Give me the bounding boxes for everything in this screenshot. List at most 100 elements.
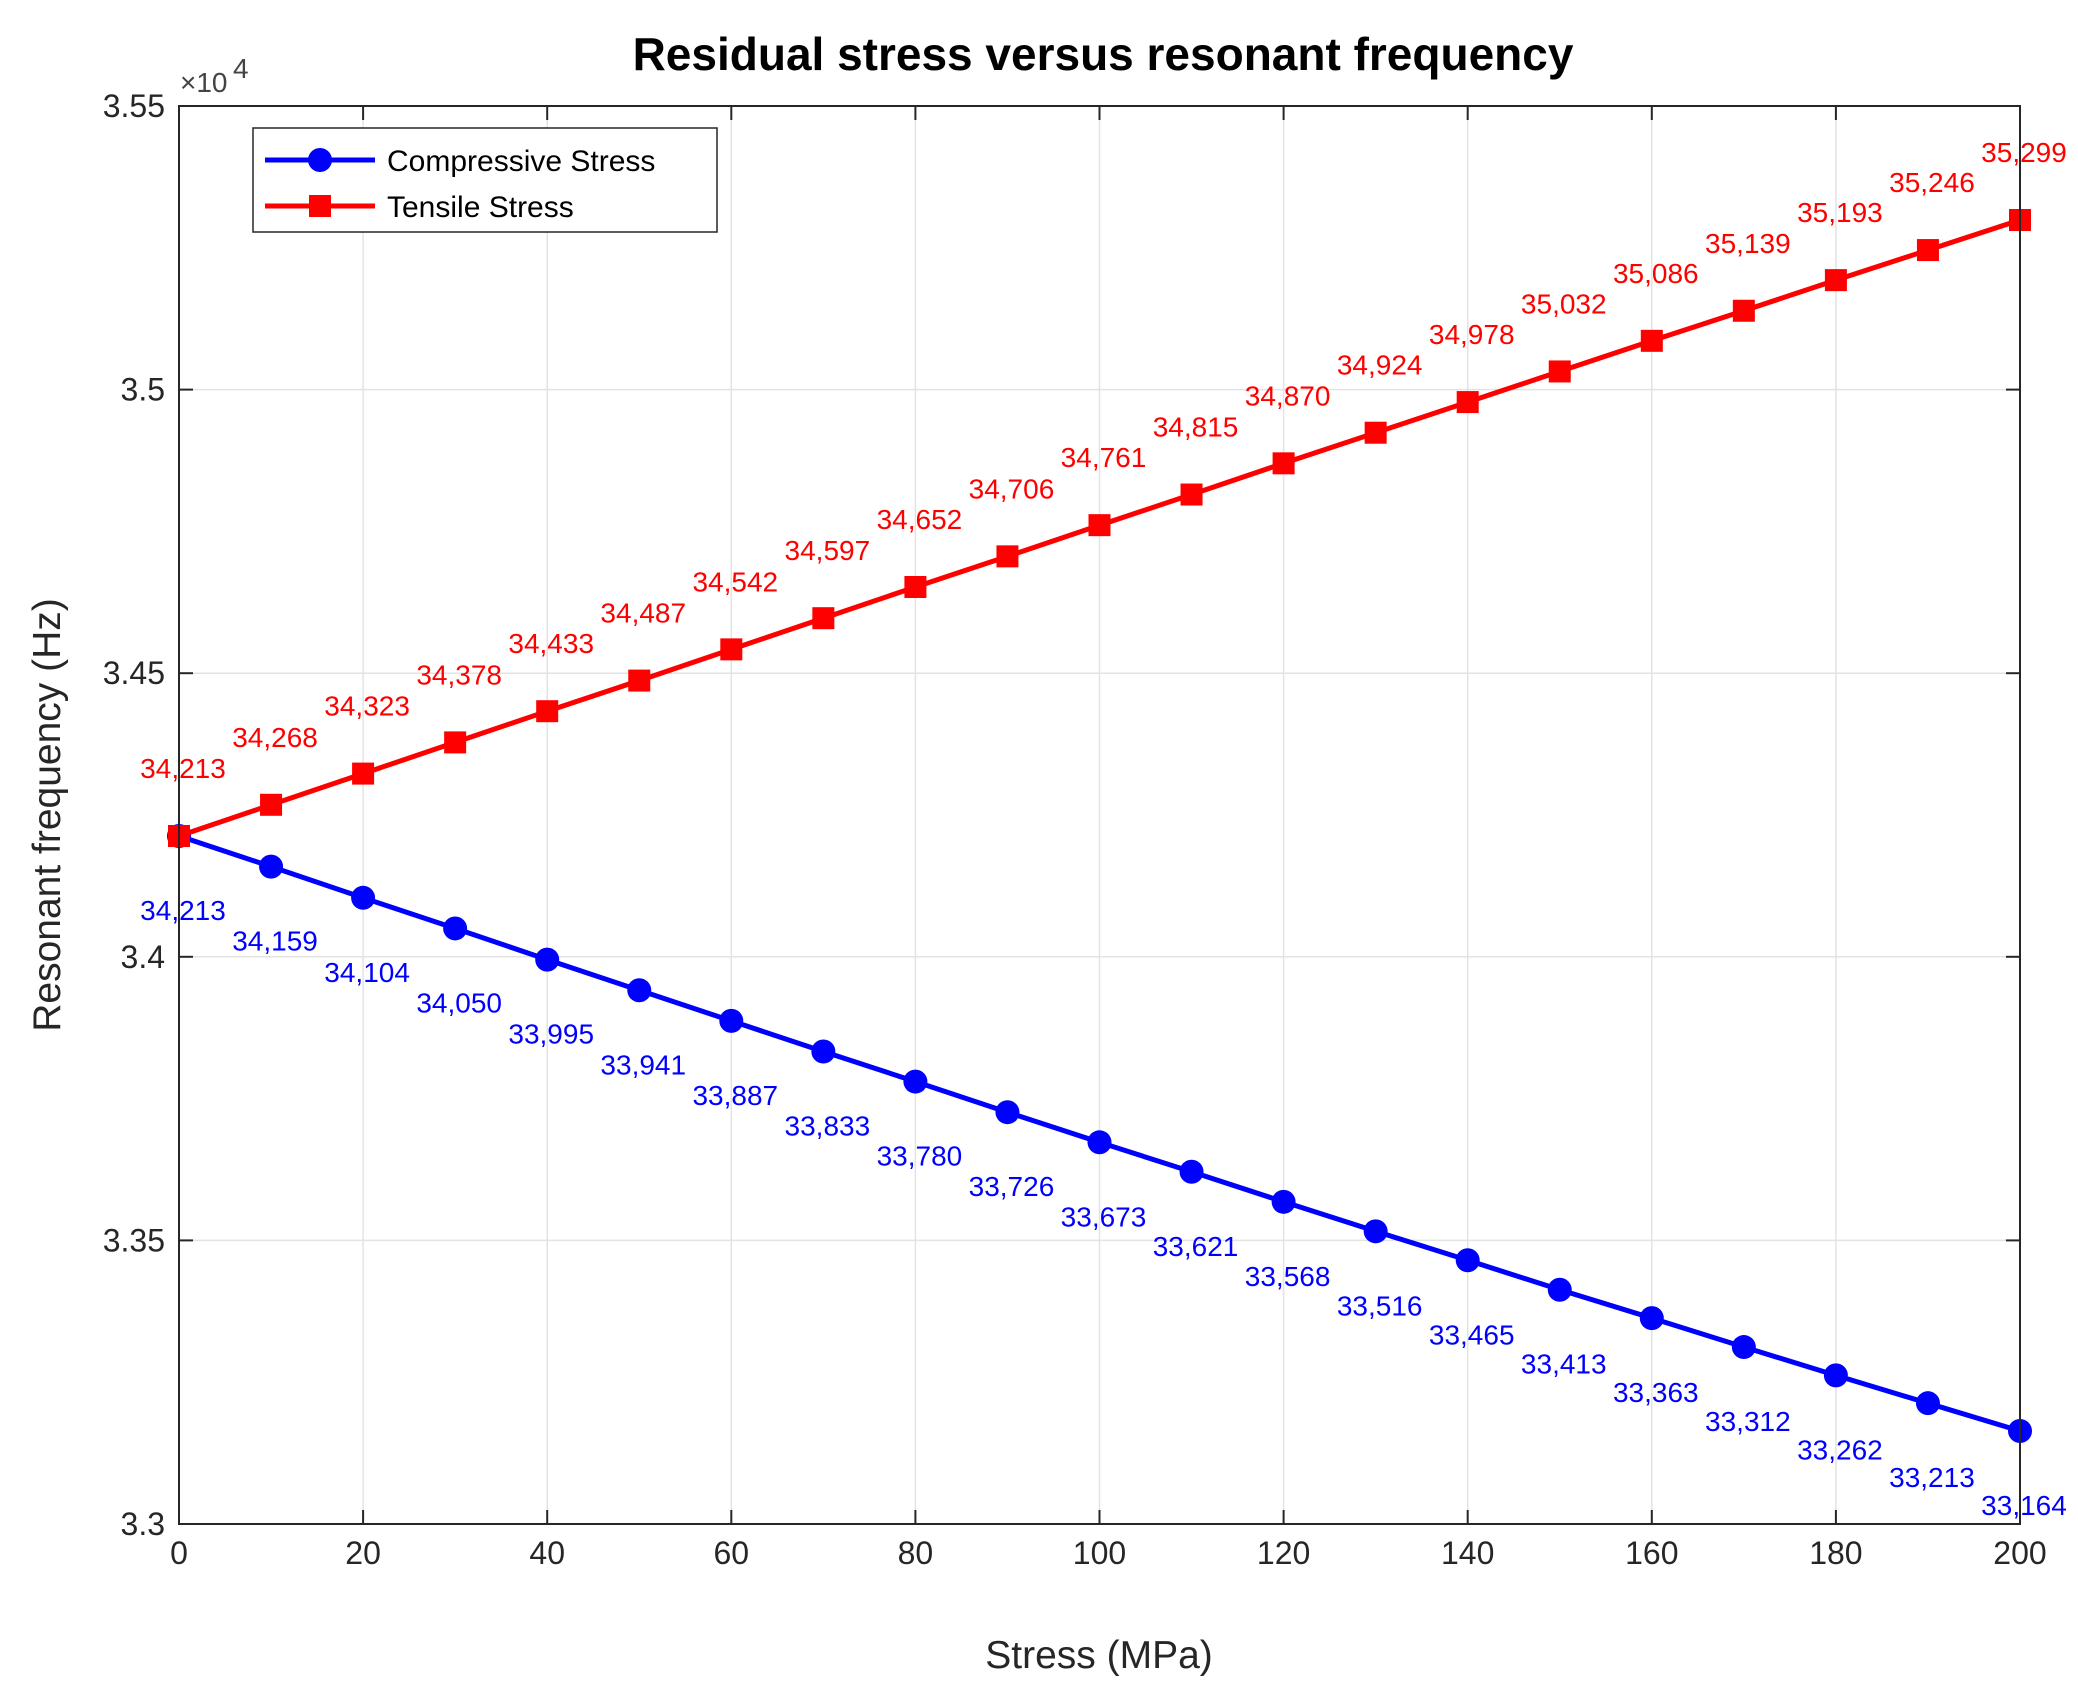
x-tick-label: 100	[1073, 1535, 1126, 1571]
data-label: 33,780	[877, 1141, 963, 1172]
data-point	[996, 545, 1019, 568]
data-point	[1548, 360, 1571, 383]
y-tick-label: 3.35	[103, 1222, 165, 1258]
data-label: 34,104	[324, 957, 410, 988]
data-label: 35,193	[1797, 197, 1883, 228]
y-tick-label: 3.4	[121, 939, 165, 975]
legend-label-tensile: Tensile Stress	[387, 191, 574, 224]
data-label: 33,262	[1797, 1434, 1883, 1465]
data-point	[1547, 1277, 1572, 1302]
data-point	[1639, 1306, 1664, 1331]
data-label: 34,487	[600, 598, 686, 629]
data-point	[1455, 1248, 1480, 1273]
x-tick-label: 60	[714, 1535, 750, 1571]
data-label: 35,299	[1981, 137, 2067, 168]
data-point	[1271, 1189, 1296, 1214]
data-label: 35,032	[1521, 288, 1607, 319]
y-tick-label: 3.55	[103, 88, 165, 124]
data-point	[535, 947, 560, 972]
data-point	[443, 916, 468, 941]
ticks: 0 20 40 60 80 100 120 140 160 180 200 3.3 3.35 3.4 3.4…	[103, 88, 2047, 1571]
data-label: 33,568	[1245, 1261, 1331, 1292]
data-label: 34,815	[1153, 412, 1239, 443]
data-point	[444, 731, 467, 754]
legend-label-compressive: Compressive Stress	[387, 145, 655, 178]
data-point	[627, 978, 652, 1003]
data-label: 34,597	[785, 535, 871, 566]
data-point	[904, 575, 927, 598]
data-label: 35,246	[1889, 167, 1975, 198]
data-point	[1915, 1391, 1940, 1416]
data-point	[1824, 269, 1847, 292]
data-point	[259, 854, 284, 879]
data-label: 35,086	[1613, 258, 1699, 289]
data-label: 34,050	[416, 987, 502, 1018]
x-tick-label: 0	[170, 1535, 188, 1571]
data-label: 34,542	[692, 566, 778, 597]
data-point	[1088, 514, 1111, 537]
data-label: 34,159	[232, 926, 318, 957]
data-label: 34,213	[140, 753, 226, 784]
x-tick-label: 160	[1625, 1535, 1678, 1571]
data-label: 33,213	[1889, 1462, 1975, 1493]
x-axis-label: Stress (MPa)	[985, 1634, 1213, 1677]
data-label: 33,164	[1981, 1490, 2067, 1521]
data-label: 34,652	[877, 504, 963, 535]
legend-marker-compressive	[308, 148, 332, 172]
data-point	[995, 1100, 1020, 1125]
data-label: 33,465	[1429, 1319, 1515, 1350]
data-label: 33,413	[1521, 1349, 1607, 1380]
data-label: 33,516	[1337, 1290, 1423, 1321]
data-label: 33,995	[508, 1019, 594, 1050]
data-label: 33,726	[969, 1171, 1055, 1202]
data-point	[1640, 329, 1663, 352]
data-label: 34,268	[232, 722, 318, 753]
data-point	[811, 1039, 836, 1064]
data-label: 34,761	[1061, 442, 1147, 473]
data-label: 34,213	[140, 895, 226, 926]
x-tick-label: 200	[1993, 1535, 2046, 1571]
data-label: 35,139	[1705, 228, 1791, 259]
data-point	[1179, 1159, 1204, 1184]
data-label: 33,363	[1613, 1377, 1699, 1408]
x-tick-label: 40	[529, 1535, 565, 1571]
x-tick-label: 140	[1441, 1535, 1494, 1571]
y-tick-label: 3.5	[121, 372, 165, 408]
data-label: 33,833	[785, 1111, 871, 1142]
data-point	[1363, 1219, 1388, 1244]
data-label: 34,433	[508, 628, 594, 659]
data-point	[352, 762, 375, 785]
y-tick-label: 3.45	[103, 655, 165, 691]
data-label: 34,323	[324, 691, 410, 722]
chart-title: Residual stress versus resonant frequenc…	[633, 28, 1574, 80]
y-axis-label: Resonant frequency (Hz)	[26, 598, 69, 1032]
y-exponent-multiplier: ×10	[180, 67, 228, 98]
data-point	[1364, 421, 1387, 444]
legend-marker-tensile	[309, 195, 331, 217]
y-tick-label: 3.3	[121, 1506, 165, 1542]
y-exponent: ×10 4	[180, 53, 249, 98]
data-label: 34,924	[1337, 350, 1423, 381]
x-tick-label: 20	[345, 1535, 381, 1571]
data-point	[719, 1008, 744, 1033]
data-point	[903, 1069, 928, 1094]
data-point	[1180, 483, 1203, 506]
x-tick-label: 80	[898, 1535, 934, 1571]
data-point	[720, 638, 743, 661]
data-point	[1731, 1335, 1756, 1360]
data-label: 34,978	[1429, 319, 1515, 350]
data-point	[628, 669, 651, 692]
data-label: 33,673	[1061, 1201, 1147, 1232]
data-label: 33,887	[692, 1080, 778, 1111]
data-label: 34,870	[1245, 380, 1331, 411]
data-label: 34,378	[416, 659, 502, 690]
legend: Compressive Stress Tensile Stress	[252, 127, 718, 233]
data-label: 33,312	[1705, 1406, 1791, 1437]
data-point	[1916, 239, 1939, 262]
data-point	[260, 793, 283, 816]
data-point	[812, 607, 835, 630]
data-label: 34,706	[969, 473, 1055, 504]
data-point	[1272, 452, 1295, 475]
data-label: 33,621	[1153, 1231, 1239, 1262]
